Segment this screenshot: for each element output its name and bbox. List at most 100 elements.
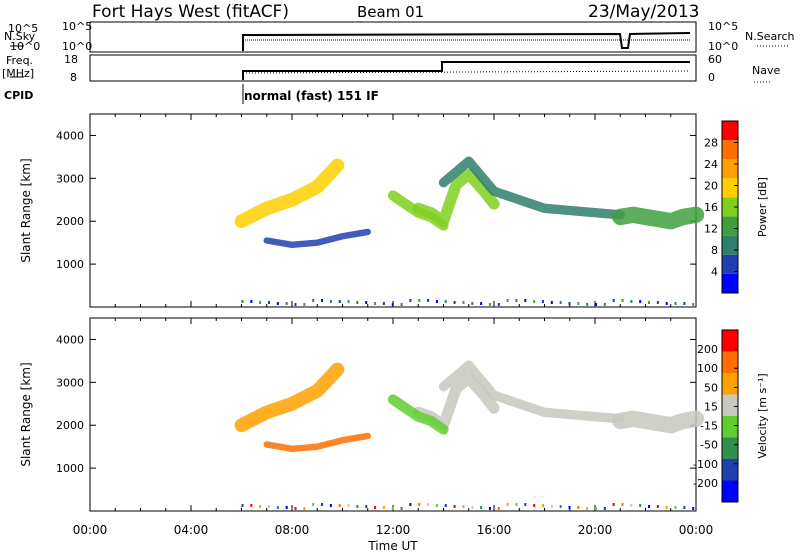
nsky-frame xyxy=(89,21,697,53)
freq-label: Freq. xyxy=(6,54,34,67)
power-scatter-point xyxy=(321,299,324,302)
velocity-scatter-point xyxy=(506,503,509,506)
power-colorbar-label: 20 xyxy=(704,180,718,193)
power-scatter-point xyxy=(674,302,677,305)
velocity-scatter-point xyxy=(515,503,518,506)
power-scatter-point xyxy=(480,302,483,305)
velocity-scatter-point xyxy=(665,506,668,509)
cpid-label: CPID xyxy=(4,89,34,102)
power-scatter-point xyxy=(683,302,686,305)
velocity-scatter-point xyxy=(656,505,659,508)
axis-ticks: 10^5 10^0 10^5 10^0 10^5 10^0 18 8 60 0 xyxy=(8,20,738,84)
power-scatter-point xyxy=(356,301,359,304)
velocity-scatter-point xyxy=(329,504,332,507)
velocity-band xyxy=(387,394,449,435)
power-scatter-point xyxy=(382,302,385,305)
velocity-scatter-point xyxy=(268,505,271,508)
nave-axis-top: 60 xyxy=(708,53,722,66)
velocity-band xyxy=(612,410,705,434)
nsearch-axis-bottom: 10^0 xyxy=(708,40,738,53)
velocity-scatter-point xyxy=(550,505,553,508)
velocity-colorbar-label: -200 xyxy=(693,477,718,490)
nave-trace xyxy=(242,70,691,74)
power-ytick-label: 1000 xyxy=(56,258,84,271)
velocity-scatter-point xyxy=(259,505,262,508)
power-scatter-point xyxy=(268,301,271,304)
nsky-tick-bottom: 10^0 xyxy=(10,40,40,53)
velocity-scatter-point xyxy=(488,507,491,510)
velocity-scatter-point xyxy=(471,506,474,509)
velocity-colorbar-cell xyxy=(722,351,738,373)
velocity-band xyxy=(438,360,625,424)
velocity-scatter-point xyxy=(294,507,297,510)
power-colorbar-cell xyxy=(722,178,738,198)
power-scatter-point xyxy=(630,300,633,303)
power-scatter-point xyxy=(462,301,465,304)
power-scatter-point xyxy=(541,300,544,303)
power-colorbar-cell xyxy=(722,121,738,141)
power-scatter-point xyxy=(568,302,571,305)
velocity-ytick-label: 2000 xyxy=(56,419,84,432)
power-scatter-point xyxy=(374,302,377,305)
heatmap-layers: 1000 2000 3000 4000 Slant Range [km] 4 8 12 16 20… xyxy=(19,114,769,553)
power-scatter-point xyxy=(409,299,412,302)
velocity-colorbar-label: 50 xyxy=(704,381,718,394)
velocity-colorbar-title: Velocity [m s⁻¹] xyxy=(756,373,769,458)
velocity-scatter-point xyxy=(612,503,615,506)
x-tick-label: 00:00 xyxy=(679,523,714,537)
velocity-colorbar-cell xyxy=(722,394,738,416)
velocity-colorbar-label: 15 xyxy=(704,400,718,413)
power-scatter-point xyxy=(550,301,553,304)
velocity-colorbar-cell xyxy=(722,330,738,352)
x-tick-label: 12:00 xyxy=(376,523,411,537)
power-colorbar-cell xyxy=(722,216,738,236)
velocity-scatter-point xyxy=(453,505,456,508)
power-colorbar-label: 12 xyxy=(704,223,718,236)
velocity-colorbar-frame xyxy=(721,329,739,503)
nsearch-label: N.Search xyxy=(745,30,795,43)
power-scatter-point xyxy=(559,301,562,304)
power-scatter-point xyxy=(241,300,244,303)
nsky-label: N.Sky xyxy=(4,30,36,43)
velocity-scatter-point xyxy=(630,504,633,507)
x-tick-label: 20:00 xyxy=(578,523,613,537)
velocity-scatter-point xyxy=(418,503,421,506)
power-band xyxy=(438,156,625,220)
velocity-scatter-point xyxy=(427,503,430,506)
velocity-colorbar-cell xyxy=(722,416,738,438)
power-scatter-point xyxy=(612,299,615,302)
velocity-scatter-point xyxy=(409,503,412,506)
power-scatter-point xyxy=(444,300,447,303)
power-ylabel: Slant Range [km] xyxy=(19,158,33,262)
power-scatter-point xyxy=(639,300,642,303)
power-band xyxy=(612,206,705,230)
power-colorbar-title: Power [dB] xyxy=(756,177,769,237)
x-tick-label: 04:00 xyxy=(174,523,209,537)
nave-label: Nave xyxy=(752,64,781,77)
freq-axis-top: 18 xyxy=(64,53,78,66)
velocity-scatter-point xyxy=(586,507,589,510)
velocity-scatter-point xyxy=(621,503,624,506)
velocity-colorbar-label: -100 xyxy=(693,458,718,471)
power-colorbar-label: 28 xyxy=(704,137,718,150)
power-scatter-point xyxy=(303,303,306,306)
power-scatter-point xyxy=(435,300,438,303)
velocity-colorbar-label: 200 xyxy=(697,343,718,356)
velocity-ylabel: Slant Range [km] xyxy=(19,362,33,466)
velocity-ytick-label: 1000 xyxy=(56,462,84,475)
velocity-scatter-point xyxy=(250,504,253,507)
velocity-scatter-point xyxy=(382,506,385,509)
power-scatter-point xyxy=(276,302,279,305)
power-scatter-point xyxy=(665,302,668,305)
velocity-ytick-label: 3000 xyxy=(56,376,84,389)
velocity-scatter-point xyxy=(480,506,483,509)
velocity-scatter-point xyxy=(692,507,695,510)
velocity-scatter-point xyxy=(303,507,306,510)
velocity-scatter-point xyxy=(559,505,562,508)
power-colorbar-label: 4 xyxy=(711,266,718,279)
power-scatter-point xyxy=(347,300,350,303)
velocity-scatter-point xyxy=(648,505,651,508)
velocity-scatter-point xyxy=(435,504,438,507)
nsky-tick-top: 10^5 xyxy=(8,22,38,35)
